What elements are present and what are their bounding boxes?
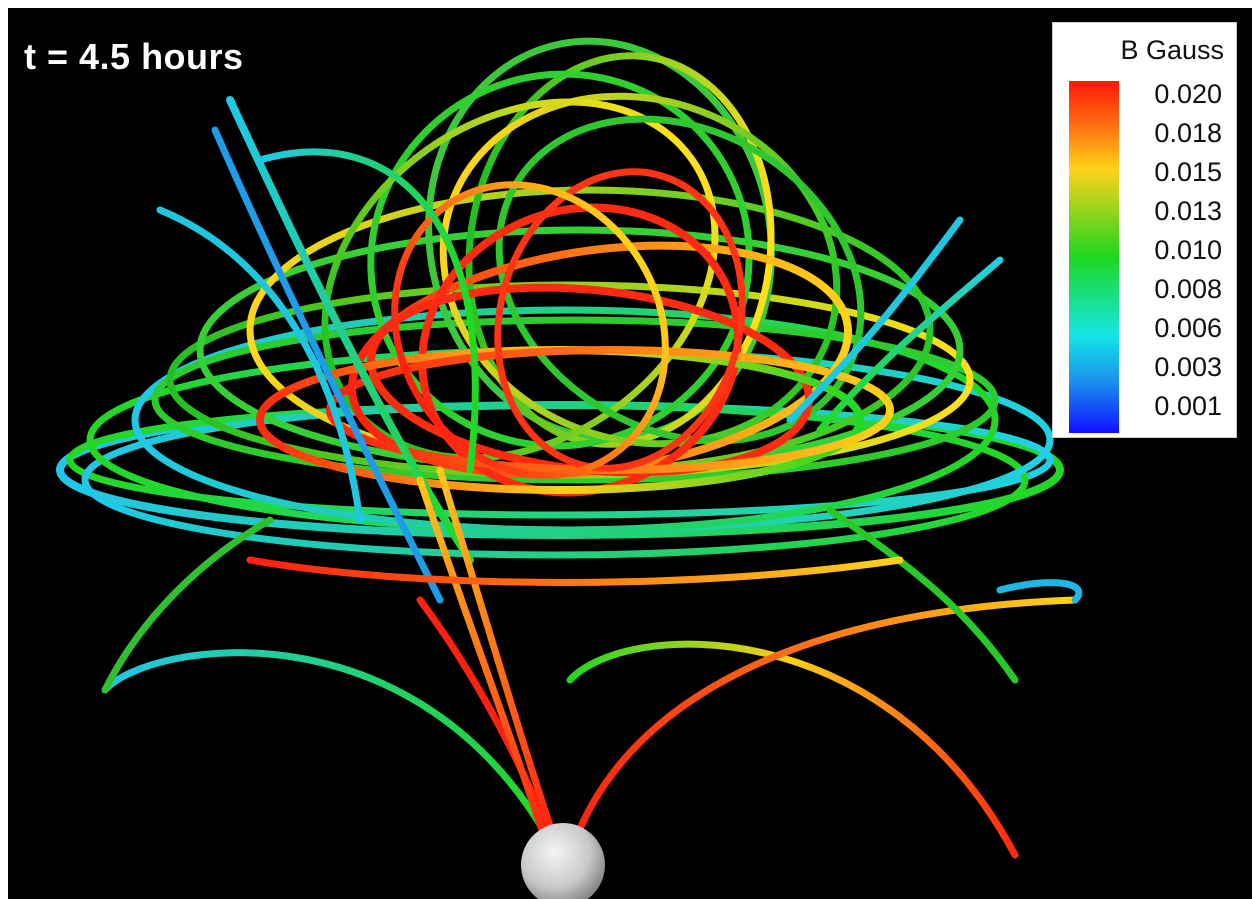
legend-tick-label: 0.001 (1154, 391, 1222, 421)
field-line-leg (436, 466, 564, 859)
legend-tick-label: 0.010 (1154, 235, 1222, 265)
legend-tick-label: 0.015 (1154, 157, 1222, 187)
field-line-leg (416, 596, 559, 854)
legend-tick-label: 0.003 (1154, 352, 1222, 382)
field-line (256, 148, 479, 474)
field-line (391, 181, 669, 479)
field-line (156, 206, 364, 524)
field-line (786, 216, 964, 424)
legend-colorbar (1069, 81, 1119, 433)
field-line-leg (566, 640, 1019, 859)
legend-title: B Gauss (1120, 35, 1224, 65)
legend-tick-label: 0.020 (1154, 79, 1222, 109)
field-line (418, 203, 742, 497)
field-line (131, 306, 999, 534)
field-line (494, 168, 746, 472)
field-line (816, 256, 1004, 434)
color-legend: B Gauss 0.020 0.018 0.015 0.013 0.010 0.… (1052, 22, 1237, 438)
field-line-leg (101, 516, 274, 694)
field-line (151, 316, 999, 484)
legend-tick-label: 0.006 (1154, 313, 1222, 343)
field-lines (56, 37, 1083, 859)
field-line (81, 401, 1029, 559)
field-line-leg (416, 476, 554, 859)
field-line-leg (566, 596, 1079, 859)
legend-tick-label: 0.018 (1154, 118, 1222, 148)
field-line-leg (101, 649, 559, 854)
anchor-sphere (521, 823, 605, 899)
field-line (211, 126, 444, 604)
time-label: t = 4.5 hours (24, 36, 244, 77)
field-line-leg (996, 579, 1083, 604)
legend-tick-label: 0.013 (1154, 196, 1222, 226)
field-line-leg (826, 506, 1019, 684)
legend-tick-label: 0.008 (1154, 274, 1222, 304)
field-line (246, 556, 904, 586)
